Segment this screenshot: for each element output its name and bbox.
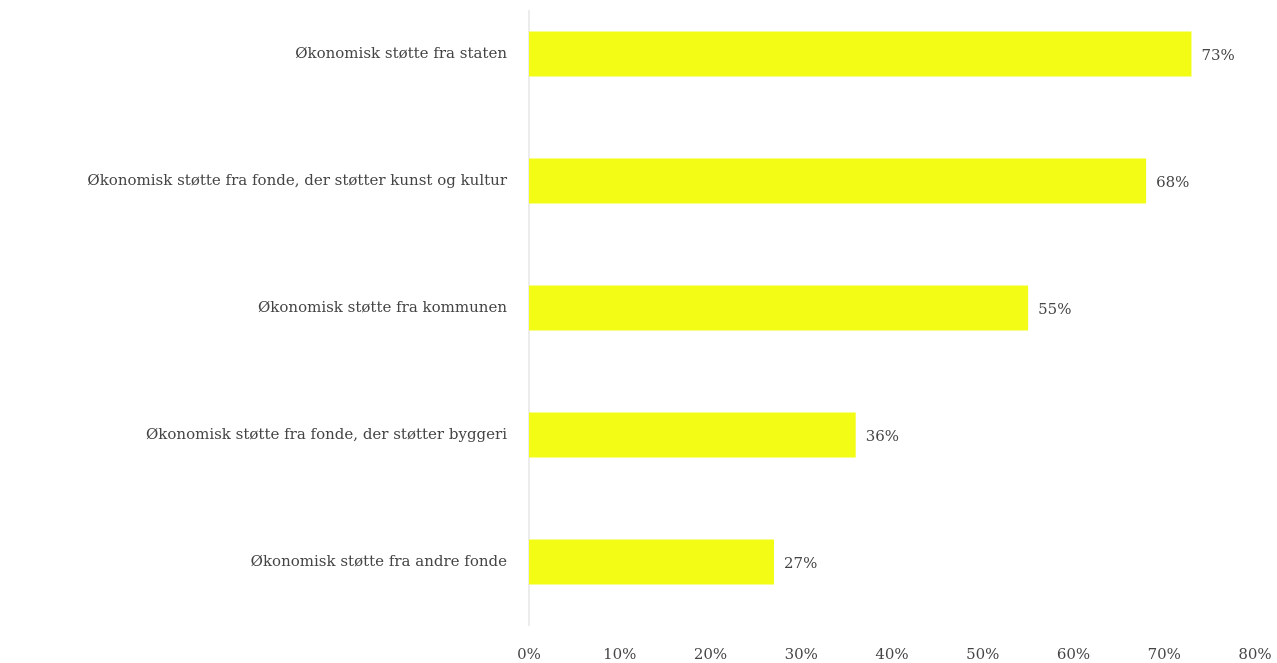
x-tick-label: 80% bbox=[1238, 645, 1271, 663]
data-label: 55% bbox=[1038, 300, 1071, 318]
y-tick-label: Økonomisk støtte fra fonde, der støtter … bbox=[87, 171, 507, 189]
x-tick-label: 10% bbox=[603, 645, 636, 663]
x-tick-label: 50% bbox=[966, 645, 999, 663]
x-tick-label: 30% bbox=[785, 645, 818, 663]
bar bbox=[529, 158, 1147, 204]
bar bbox=[529, 412, 856, 458]
data-label: 68% bbox=[1156, 173, 1189, 191]
data-label: 36% bbox=[866, 427, 899, 445]
bar bbox=[529, 539, 775, 585]
x-tick-label: 40% bbox=[875, 645, 908, 663]
data-label: 27% bbox=[784, 554, 817, 572]
x-tick-label: 60% bbox=[1057, 645, 1090, 663]
y-tick-label: Økonomisk støtte fra fonde, der støtter … bbox=[146, 425, 507, 443]
x-tick-label: 70% bbox=[1148, 645, 1181, 663]
x-tick-label: 0% bbox=[517, 645, 541, 663]
y-tick-label: Økonomisk støtte fra staten bbox=[295, 44, 507, 62]
x-tick-label: 20% bbox=[694, 645, 727, 663]
bar bbox=[529, 31, 1192, 77]
y-tick-label: Økonomisk støtte fra kommunen bbox=[258, 298, 507, 316]
bar bbox=[529, 285, 1029, 331]
y-tick-label: Økonomisk støtte fra andre fonde bbox=[251, 552, 507, 570]
data-label: 73% bbox=[1201, 46, 1234, 64]
